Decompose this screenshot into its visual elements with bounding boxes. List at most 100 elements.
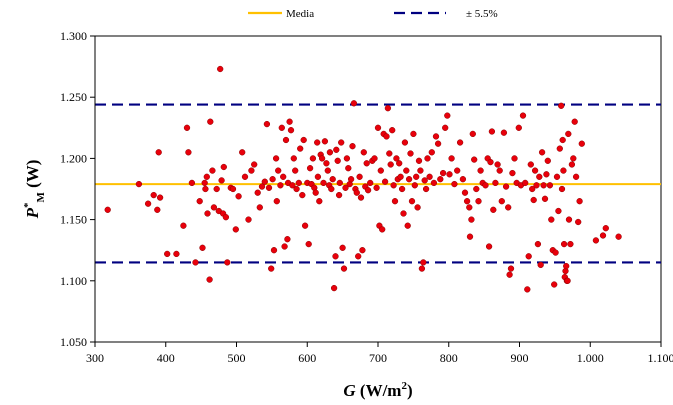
data-point <box>371 155 378 162</box>
data-point <box>273 198 280 205</box>
data-point <box>463 198 471 205</box>
data-point <box>511 155 518 162</box>
data-point <box>289 182 296 189</box>
y-tick-label: 1.050 <box>60 335 87 349</box>
data-point <box>505 204 512 211</box>
data-point <box>536 173 543 180</box>
data-point <box>290 155 297 162</box>
data-point <box>349 143 356 150</box>
data-point <box>389 127 396 134</box>
legend-label-media: Media <box>286 8 314 20</box>
data-point <box>509 169 516 177</box>
data-point <box>339 244 346 251</box>
data-point <box>414 204 421 211</box>
data-point <box>390 182 397 189</box>
data-point <box>183 124 191 131</box>
data-point <box>444 112 451 119</box>
data-point <box>300 136 307 144</box>
data-point <box>345 165 352 172</box>
data-point <box>210 204 218 211</box>
data-point <box>277 182 284 189</box>
data-point <box>258 183 266 190</box>
data-point <box>446 171 453 178</box>
data-point <box>543 171 550 178</box>
data-point <box>235 193 242 200</box>
data-point <box>314 173 322 180</box>
data-point <box>418 265 426 272</box>
data-point <box>494 161 501 168</box>
data-point <box>468 216 475 223</box>
x-tick-label: 700 <box>369 351 387 365</box>
data-point <box>328 185 335 193</box>
data-point <box>284 236 291 243</box>
data-point <box>206 276 213 283</box>
data-point <box>415 157 423 164</box>
data-point <box>357 194 365 201</box>
data-point <box>218 177 225 184</box>
data-point <box>239 149 246 156</box>
data-point <box>417 167 424 174</box>
data-point <box>537 261 544 269</box>
data-point <box>551 281 558 288</box>
data-point <box>280 173 287 180</box>
data-point <box>329 176 336 183</box>
data-point <box>180 222 187 229</box>
data-point <box>297 145 304 152</box>
data-point <box>538 149 546 156</box>
data-point <box>400 210 407 217</box>
data-point <box>507 265 515 272</box>
data-point <box>393 155 400 162</box>
data-point <box>353 189 360 196</box>
data-point <box>522 179 529 187</box>
data-point <box>558 185 566 193</box>
data-point <box>485 243 493 250</box>
x-tick-label: 500 <box>228 351 246 365</box>
data-point <box>268 265 275 272</box>
data-point <box>192 259 199 266</box>
data-point <box>335 191 343 199</box>
data-point <box>432 133 440 140</box>
data-point <box>461 189 469 196</box>
data-point <box>381 178 389 185</box>
data-point <box>421 177 428 184</box>
data-point <box>571 118 578 125</box>
data-point <box>404 222 411 229</box>
data-point <box>144 200 152 207</box>
data-point <box>548 216 555 223</box>
data-point <box>295 179 302 187</box>
data-point <box>430 179 438 187</box>
data-point <box>451 180 458 188</box>
data-point <box>356 173 363 180</box>
data-point <box>386 150 393 157</box>
data-point <box>270 247 278 254</box>
x-tick-label: 900 <box>511 351 529 365</box>
data-point <box>424 155 431 162</box>
data-point <box>330 284 338 292</box>
data-point <box>374 124 382 131</box>
data-point <box>199 244 206 251</box>
data-point <box>333 146 340 153</box>
data-point <box>500 129 508 136</box>
data-point <box>207 118 214 125</box>
data-point <box>572 173 580 180</box>
data-point <box>164 250 171 258</box>
data-point <box>150 191 157 199</box>
data-point <box>265 184 273 191</box>
data-point <box>154 206 161 213</box>
data-point <box>466 233 474 240</box>
data-point <box>241 173 249 180</box>
data-point <box>403 167 410 174</box>
legend: Media ± 5.5% <box>248 8 498 20</box>
data-point <box>343 155 351 162</box>
data-point <box>541 195 549 202</box>
data-point <box>529 185 536 193</box>
y-axis-title: P*M (W) <box>22 160 47 220</box>
data-point <box>556 145 563 152</box>
data-point <box>155 149 162 156</box>
data-point <box>534 240 542 248</box>
x-tick-label: 300 <box>86 351 104 365</box>
data-point <box>413 173 420 180</box>
data-point <box>396 160 403 167</box>
data-point <box>256 204 263 211</box>
data-point <box>363 160 370 167</box>
